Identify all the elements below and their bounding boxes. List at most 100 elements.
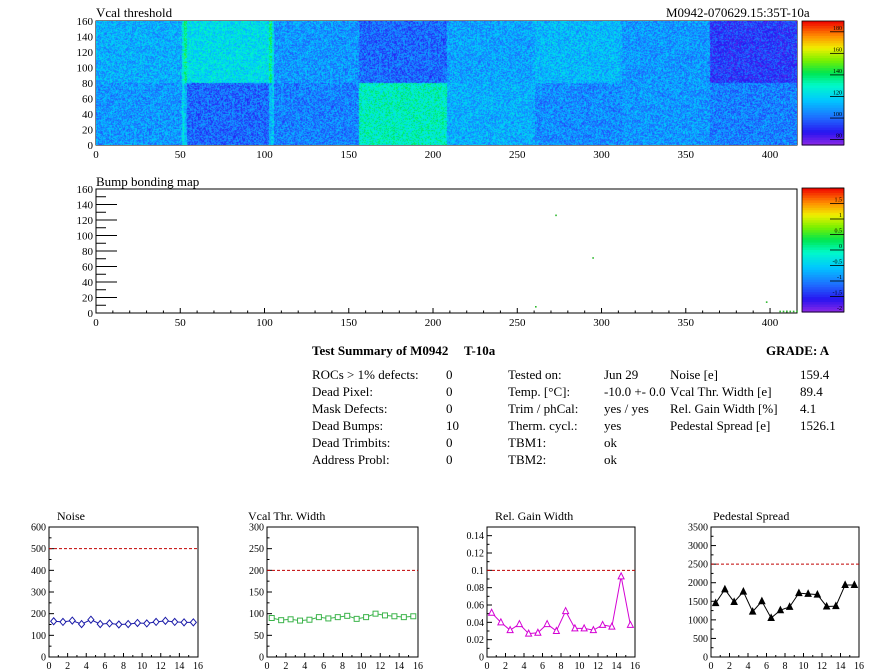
vcal-colorbar-band [802, 95, 844, 99]
pedestal-spread-x-tick-label: 2 [727, 661, 732, 672]
pedestal-spread-y-tick-label: 3000 [688, 541, 708, 552]
vcal-map-y-tick-label: 0 [88, 140, 94, 152]
vcal-width-point [287, 616, 294, 623]
vcal-map-y-tick-label: 80 [82, 78, 94, 90]
gain-width-y-tick-label: 0.1 [472, 566, 485, 577]
bump-colorbar-band [802, 190, 844, 194]
bump-map-x-tick-label: 50 [175, 317, 187, 329]
bump-defect-point [792, 310, 795, 313]
pedestal-spread-point [813, 589, 822, 598]
vcal-map-x-tick-label: 150 [341, 149, 358, 161]
vcal-colorbar-band [802, 87, 844, 92]
bump-defect-point [789, 310, 792, 313]
bump-colorbar-band [802, 307, 844, 311]
bump-map-y-tick-label: 60 [82, 262, 94, 274]
gain-width-y-tick-label: 0.06 [467, 601, 485, 612]
bump-colorbar-band [802, 230, 844, 234]
result-value: 4.1 [800, 401, 817, 416]
vcal-width-point [297, 617, 304, 624]
vcal-width-point [278, 617, 285, 624]
pedestal-spread-point [822, 601, 831, 610]
condition-label: Trim / phCal: [508, 401, 579, 416]
defect-label: Address Probl: [312, 452, 390, 467]
noise-y-tick-label: 400 [31, 566, 46, 577]
vcal-map-y-tick-label: 20 [82, 125, 94, 137]
pedestal-spread-x-tick-label: 0 [709, 661, 714, 672]
bump-map-y-tick-label: 140 [77, 200, 94, 212]
pedestal-spread-point [748, 607, 757, 615]
bump-colorbar-tick-label: 2 [839, 186, 842, 188]
vcal-width-frame [266, 526, 419, 658]
noise-point [180, 618, 188, 627]
vcal-width-x-tick-label: 16 [413, 661, 423, 672]
bump-map-x-tick-label: 200 [425, 317, 442, 329]
gain-width-point [580, 623, 588, 632]
defect-label: Dead Pixel: [312, 384, 374, 399]
gain-width-x-tick-label: 2 [503, 661, 508, 672]
vcal-colorbar-band [802, 122, 844, 126]
bump-defect-point [555, 214, 557, 217]
bump-colorbar-band [802, 240, 844, 244]
vcal-map-x-tick-label: 250 [509, 149, 526, 161]
bump-map-y-tick-label: 100 [77, 231, 94, 243]
result-label: Rel. Gain Width [%] [670, 401, 778, 416]
defect-value: 0 [446, 452, 453, 467]
vcal-colorbar-band [802, 142, 844, 146]
vcal-map-x-tick-label: 200 [425, 149, 442, 161]
vcal-colorbar-band [802, 135, 844, 139]
summary-title: Test Summary of M0942 [312, 343, 449, 358]
vcal-map-y-tick-label: 100 [77, 63, 94, 75]
bump-colorbar-tick-label: -0.5 [833, 260, 843, 266]
vcal-width-plot: 0 2 4 6 8 10 12 14 16 0 50 100 150 200 250 300 [249, 523, 423, 672]
bump-colorbar-band [802, 242, 844, 246]
gain-width-x-tick-label: 4 [522, 661, 527, 672]
bump-colorbar-band [802, 277, 844, 281]
vcal-colorbar-band [802, 110, 844, 114]
bump-colorbar-band [802, 227, 844, 231]
vcal-colorbar-band [802, 25, 844, 30]
pedestal-spread-x-tick-label: 10 [799, 661, 809, 672]
bump-colorbar-band [802, 202, 844, 206]
bump-colorbar-band [802, 235, 844, 239]
vcal-colorbar-band [802, 97, 844, 101]
vcal-colorbar-band [802, 140, 844, 144]
bump-defect-point [796, 310, 798, 313]
pedestal-spread-point [832, 601, 840, 610]
vcal-width-y-tick-label: 300 [249, 523, 264, 534]
defect-value: 0 [446, 401, 453, 416]
noise-point [171, 617, 179, 627]
vcal-colorbar-tick-label: 180 [833, 26, 842, 32]
pedestal-spread-series-line [715, 584, 855, 619]
vcal-colorbar-band [802, 117, 844, 121]
bump-colorbar-band [802, 262, 844, 266]
bump-colorbar-band [802, 217, 844, 221]
bump-map-y-tick-label: 40 [82, 277, 94, 289]
bump-map-y-tick-label: 160 [77, 184, 94, 196]
vcal-colorbar-band [802, 43, 844, 47]
vcal-width-x-tick-label: 10 [356, 661, 366, 672]
gain-width-point [515, 619, 524, 628]
noise-x-tick-label: 8 [121, 661, 126, 672]
vcal-width-point [268, 615, 275, 621]
defect-label: ROCs > 1% defects: [312, 367, 419, 382]
bump-colorbar-band [802, 292, 844, 296]
bump-colorbar-band [802, 297, 844, 301]
result-label: Noise [e] [670, 367, 719, 382]
gain-width-y-tick-label: 0.08 [467, 583, 485, 594]
gain-width-y-tick-label: 0 [479, 653, 484, 664]
bump-colorbar-tick-label: -1.5 [833, 291, 843, 297]
vcal-map-x-tick-label: 0 [93, 149, 99, 161]
condition-value: yes / yes [604, 401, 649, 416]
gain-width-point [487, 608, 496, 616]
vcal-width-point [315, 614, 322, 621]
pedestal-spread-y-tick-label: 2500 [688, 560, 708, 571]
bump-colorbar-band [802, 272, 844, 276]
pedestal-spread-point [711, 598, 720, 607]
bump-colorbar-band [802, 269, 844, 273]
bump-colorbar-band [802, 250, 844, 254]
gain-width-point [626, 620, 635, 628]
vcal-colorbar-band [802, 120, 844, 124]
noise-point [124, 619, 132, 629]
bump-map-x-tick-label: 350 [678, 317, 695, 329]
vcal-width-x-tick-label: 8 [340, 661, 345, 672]
